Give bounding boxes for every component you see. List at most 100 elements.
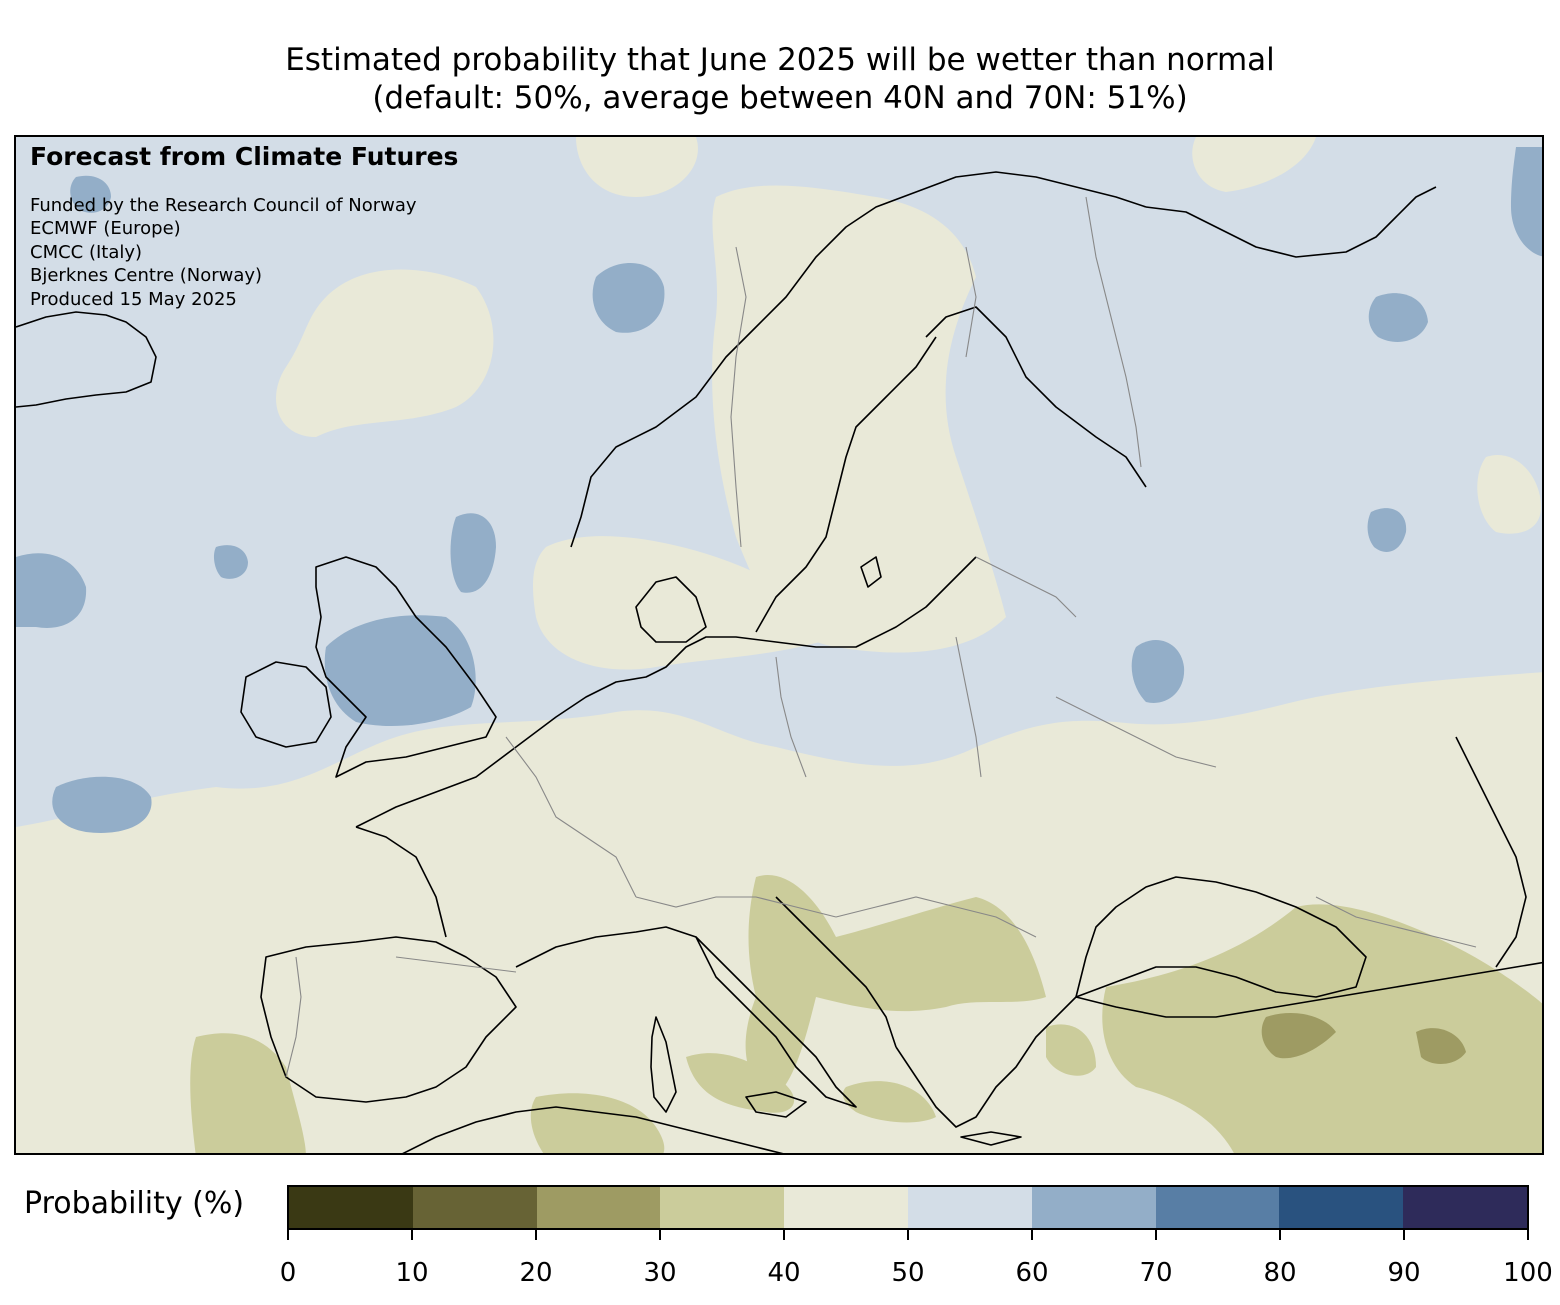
border-sweden-finland <box>965 246 977 358</box>
colorbar-swatch-1 <box>412 1187 537 1228</box>
zone-20-30-anatolia <box>1261 1012 1336 1059</box>
colorbar-swatch-2 <box>536 1187 661 1228</box>
caspian-coast <box>1455 736 1527 968</box>
colorbar-label: Probability (%) <box>24 1186 245 1221</box>
biscay-coast <box>355 826 447 938</box>
colorbar-tick-mark <box>1527 1230 1529 1240</box>
zone-40-50-top <box>576 137 698 197</box>
border-germany-poland <box>775 656 807 778</box>
sweden-coast <box>755 336 937 633</box>
credit-line-bjerknes: Bjerknes Centre (Norway) <box>30 265 263 286</box>
zone-60-70 <box>16 147 1542 833</box>
turkey-coast <box>1075 961 1542 1018</box>
zone-60-70-norwegian-sea <box>592 263 665 333</box>
colorbar-swatch-4 <box>784 1187 908 1228</box>
colorbar-tick-label: 60 <box>1015 1258 1049 1288</box>
africa-coast <box>402 1106 784 1153</box>
colorbar-tick-label: 10 <box>395 1258 429 1288</box>
colorbar-tick-label: 40 <box>767 1258 801 1288</box>
zone-20-30 <box>1261 1012 1466 1064</box>
coastlines <box>16 171 1542 1153</box>
colorbar-swatch-8 <box>1279 1187 1404 1228</box>
zone-30-40-balkans <box>745 875 1046 1097</box>
colorbar-tick-mark <box>1403 1230 1405 1240</box>
ireland-coast <box>240 661 332 748</box>
credit-line-ecmwf: ECMWF (Europe) <box>30 218 181 239</box>
border-central-europe-1 <box>505 736 637 898</box>
credit-line-cmcc: CMCC (Italy) <box>30 242 143 263</box>
colorbar-tick-mark <box>659 1230 661 1240</box>
border-caucasus <box>1315 896 1477 948</box>
national-borders <box>285 196 1477 1078</box>
zone-60-70-volga <box>1367 508 1407 552</box>
colorbar-tick-label: 70 <box>1139 1258 1173 1288</box>
zone-60-70-ukraine <box>1131 639 1185 703</box>
colorbar-tick-label: 100 <box>1503 1258 1553 1288</box>
colorbar-tick-mark <box>411 1230 413 1240</box>
zone-60-70-urals <box>1511 147 1542 257</box>
border-spain-portugal <box>285 956 302 1078</box>
zone-40-50-baltic-sea <box>533 536 836 670</box>
colorbar-swatch-6 <box>1031 1187 1156 1228</box>
credits-heading: Forecast from Climate Futures <box>30 142 459 171</box>
zone-60-70-britain <box>324 615 476 727</box>
france-med-coast <box>515 926 697 968</box>
colorbar-swatch-0 <box>289 1187 413 1228</box>
greece-coast <box>895 996 1077 1128</box>
border-balkans <box>835 896 1037 938</box>
border-baltics <box>975 556 1077 618</box>
border-poland-east <box>955 636 982 778</box>
border-norway-sweden <box>730 246 747 548</box>
colorbar-swatch-3 <box>660 1187 785 1228</box>
map-subtitle: (default: 50%, average between 40N and 7… <box>372 80 1188 116</box>
colorbar-tick-mark <box>783 1230 785 1240</box>
zone-60-70-russia-north <box>1368 293 1428 342</box>
zone-60-70-greenland-sea <box>70 175 111 213</box>
zone-40-50-scandinavia <box>712 185 1006 653</box>
colorbar-tick-mark <box>535 1230 537 1240</box>
adriatic-coast <box>775 896 897 1048</box>
zone-20-30-caucasus <box>1416 1028 1466 1064</box>
colorbar-swatch-9 <box>1403 1187 1527 1228</box>
colorbar-tick-mark <box>1279 1230 1281 1240</box>
colorbar-swatch-7 <box>1155 1187 1280 1228</box>
zone-40-50-svalbard <box>1192 137 1316 192</box>
border-central-europe-2 <box>635 896 837 918</box>
black-sea-coast <box>1075 876 1367 998</box>
iberia-coast <box>260 936 517 1103</box>
map-frame <box>14 135 1544 1155</box>
crete-coast <box>960 1131 1022 1146</box>
border-france-spain <box>395 956 517 973</box>
zone-60-70-ireland-west <box>213 545 248 579</box>
zone-30-40-ionian <box>843 1081 936 1123</box>
colorbar-tick-label: 0 <box>279 1258 297 1288</box>
colorbar-tick-mark <box>1031 1230 1033 1240</box>
zone-30-40-sicily <box>686 1053 795 1113</box>
map-title: Estimated probability that June 2025 wil… <box>285 42 1275 78</box>
colorbar-swatch-5 <box>907 1187 1032 1228</box>
zone-30-40-aegean <box>1046 1024 1096 1076</box>
zone-40-50-russia-east <box>1477 455 1541 534</box>
norway-coast <box>570 171 1147 548</box>
continent-north-coast <box>355 556 977 828</box>
sicily-coast <box>745 1091 807 1118</box>
colorbar-tick-label: 90 <box>1387 1258 1421 1288</box>
colorbar-tick-label: 20 <box>519 1258 553 1288</box>
iceland-coast <box>16 311 157 408</box>
probability-map <box>16 137 1542 1153</box>
britain-coast <box>315 556 497 778</box>
colorbar-tick-label: 30 <box>643 1258 677 1288</box>
italy-coast <box>695 936 857 1108</box>
credit-line-funding: Funded by the Research Council of Norway <box>30 195 417 216</box>
zone-60-70-north-sea <box>450 513 496 593</box>
finland-coast <box>925 306 1147 488</box>
border-finland-russia <box>1085 196 1142 468</box>
zone-60-70-atlantic-sw <box>52 776 152 833</box>
kola-coast <box>1145 186 1437 258</box>
zone-30-40-iberia <box>190 1033 306 1153</box>
credit-line-produced: Produced 15 May 2025 <box>30 289 237 310</box>
colorbar-tick-mark <box>1155 1230 1157 1240</box>
corsica-sardinia <box>650 1016 677 1113</box>
denmark-coast <box>635 576 707 643</box>
colorbar-tick-mark <box>287 1230 289 1240</box>
